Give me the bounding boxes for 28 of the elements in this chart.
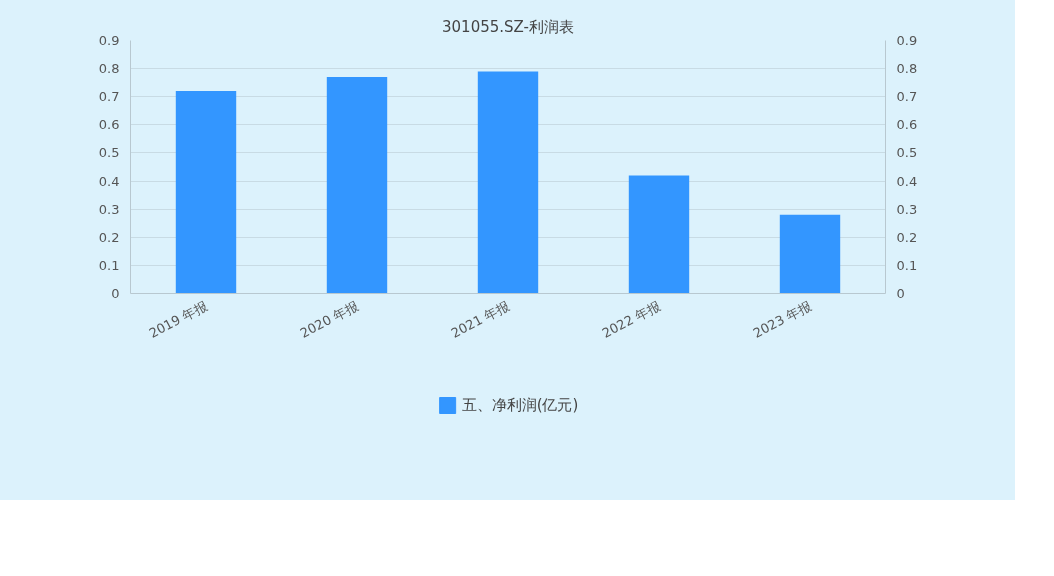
y2-tick-label: 0.3 (896, 201, 918, 217)
bar (779, 214, 841, 294)
y-tick-label: 0.2 (98, 229, 120, 245)
bar (628, 175, 690, 294)
y-tick-label: 0 (111, 286, 120, 301)
y-tick-label: 0.1 (98, 257, 120, 273)
y2-tick-label: 0.1 (896, 257, 918, 273)
chart-title: 301055.SZ-利润表 (442, 17, 574, 36)
x-tick-label: 2021 年报 (448, 297, 512, 341)
y2-tick-label: 0.2 (896, 229, 918, 245)
legend-label: 五、净利润(亿元) (461, 395, 579, 415)
bar (326, 77, 388, 294)
y-tick-label: 0.7 (98, 89, 120, 105)
y2-tick-label: 0 (896, 286, 905, 301)
y2-tick-label: 0.6 (896, 117, 918, 133)
bar (175, 91, 237, 294)
y-tick-label: 0.9 (98, 33, 120, 48)
y-tick-label: 0.8 (98, 61, 120, 77)
y2-tick-label: 0.9 (896, 33, 918, 48)
y2-tick-label: 0.7 (896, 89, 918, 105)
y-tick-label: 0.4 (98, 173, 120, 189)
y-tick-label: 0.3 (98, 201, 120, 217)
y-tick-label: 0.5 (98, 145, 120, 161)
y-tick-label: 0.6 (98, 117, 120, 133)
y2-tick-label: 0.8 (896, 61, 918, 77)
y2-tick-label: 0.4 (896, 173, 918, 189)
bar (477, 71, 539, 294)
y2-tick-label: 0.5 (896, 145, 918, 161)
